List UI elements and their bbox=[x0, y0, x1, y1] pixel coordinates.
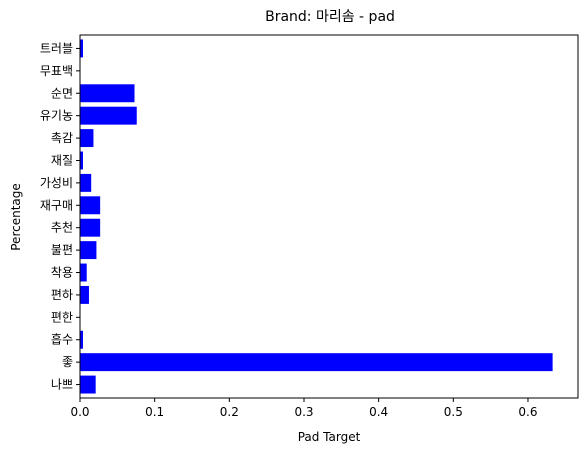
y-tick-label-9: 가성비 bbox=[40, 176, 73, 190]
bar-1 bbox=[80, 353, 553, 372]
y-tick-label-10: 재질 bbox=[51, 153, 73, 167]
bar-12 bbox=[80, 106, 137, 125]
y-tick-label-4: 편하 bbox=[51, 288, 73, 302]
y-tick-label-6: 불편 bbox=[51, 243, 73, 257]
x-tick-label-4: 0.4 bbox=[369, 405, 388, 419]
plot-frame bbox=[79, 34, 579, 399]
x-tick-label-1: 0.1 bbox=[145, 405, 164, 419]
bar-7 bbox=[80, 218, 101, 237]
y-tick-label-3: 편한 bbox=[51, 310, 73, 324]
bar-2 bbox=[80, 330, 83, 349]
y-tick-label-11: 촉감 bbox=[51, 131, 73, 145]
chart-title: Brand: 마리솜 - pad bbox=[265, 9, 395, 25]
x-tick-label-6: 0.6 bbox=[518, 405, 537, 419]
bar-5 bbox=[80, 263, 87, 282]
x-tick-label-2: 0.2 bbox=[220, 405, 239, 419]
bar-13 bbox=[80, 84, 135, 103]
y-tick-label-13: 순면 bbox=[51, 86, 73, 100]
x-axis: 0.0 0.1 0.2 0.3 0.4 0.5 0.6 bbox=[70, 398, 538, 419]
x-tick-label-5: 0.5 bbox=[444, 405, 463, 419]
y-tick-label-5: 착용 bbox=[51, 266, 73, 280]
x-tick-label-0: 0.0 bbox=[70, 405, 89, 419]
bar-6 bbox=[80, 241, 97, 260]
y-axis: 나쁘 좋 흡수 편한 편하 착용 불편 추천 재구매 가성비 재질 촉감 유기농 순면 무표백 트러블 bbox=[40, 41, 80, 392]
y-tick-label-12: 유기농 bbox=[40, 109, 73, 123]
y-tick-label-2: 흡수 bbox=[51, 333, 73, 347]
y-tick-label-1: 좋 bbox=[62, 355, 73, 369]
y-tick-label-15: 트러블 bbox=[40, 41, 73, 55]
y-axis-label: Percentage bbox=[9, 183, 23, 251]
y-tick-label-0: 나쁘 bbox=[51, 378, 73, 392]
y-tick-label-14: 무표백 bbox=[40, 64, 73, 78]
y-tick-label-7: 추천 bbox=[51, 220, 73, 235]
x-axis-label: Pad Target bbox=[298, 430, 361, 444]
bar-4 bbox=[80, 285, 89, 304]
y-tick-label-8: 재구매 bbox=[40, 198, 73, 212]
bar-15 bbox=[80, 39, 83, 58]
bar-8 bbox=[80, 196, 101, 215]
bar-9 bbox=[80, 173, 92, 192]
bars bbox=[80, 39, 553, 394]
bar-10 bbox=[80, 151, 83, 170]
bar-11 bbox=[80, 129, 94, 148]
bar-0 bbox=[80, 375, 96, 394]
x-tick-label-3: 0.3 bbox=[294, 405, 313, 419]
